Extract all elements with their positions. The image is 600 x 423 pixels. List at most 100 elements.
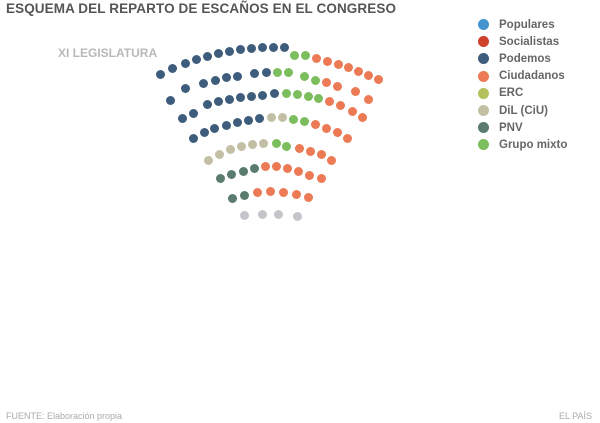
seat-gm xyxy=(299,71,309,81)
seat-po xyxy=(254,113,264,123)
seat-dl xyxy=(203,155,213,165)
legend-label: ERC xyxy=(499,87,524,100)
seat-po xyxy=(180,58,190,68)
seat-dl xyxy=(214,149,224,159)
legend-swatch-icon xyxy=(478,139,489,151)
seat-cs xyxy=(332,81,342,91)
legend-item-pnv: PNV xyxy=(478,119,567,136)
seat-cs xyxy=(333,59,343,69)
seat-po xyxy=(199,127,209,137)
seat-po xyxy=(269,88,279,98)
source-note: FUENTE: Elaboración propia xyxy=(6,411,123,421)
seat-cs xyxy=(321,77,331,87)
legend-label: Populares xyxy=(499,18,555,31)
legend-label: Ciudadanos xyxy=(499,70,565,83)
seat-po xyxy=(213,48,223,58)
seat-gm xyxy=(292,89,302,99)
seat-po xyxy=(202,51,212,61)
seat-dl xyxy=(236,141,246,151)
seat-dl xyxy=(225,144,235,154)
seat-po xyxy=(246,43,256,53)
seat-po xyxy=(246,91,256,101)
seat-dl xyxy=(266,112,276,122)
legend-swatch-icon xyxy=(478,70,489,82)
seat-cs xyxy=(373,74,383,84)
legend-label: Grupo mixto xyxy=(499,138,568,151)
seat-cs xyxy=(305,146,315,156)
seat-cs xyxy=(353,66,363,76)
seat-po xyxy=(188,108,198,118)
seat-po xyxy=(232,71,242,81)
seat-cs xyxy=(294,143,304,153)
legend-swatch-icon xyxy=(478,105,489,117)
legend-item-populares: Populares xyxy=(478,16,567,33)
seat-dl xyxy=(277,112,287,122)
seat-cs xyxy=(278,187,288,197)
legend-swatch-icon xyxy=(478,53,489,65)
seat-pn xyxy=(215,173,225,183)
seat-cs xyxy=(304,170,314,180)
seat-po xyxy=(224,94,234,104)
seat-pn xyxy=(226,169,236,179)
seat-cs xyxy=(363,70,373,80)
seat-po xyxy=(235,44,245,54)
legend-item-grupo-mixto: Grupo mixto xyxy=(478,136,567,153)
seat-gm xyxy=(300,50,310,60)
seat-cs xyxy=(265,186,275,196)
seat-cs xyxy=(332,127,342,137)
seat-pn xyxy=(249,163,259,173)
legend-swatch-icon xyxy=(478,36,489,48)
seat-pn xyxy=(238,166,248,176)
seat-cs xyxy=(357,112,367,122)
seat-cs xyxy=(343,62,353,72)
seat-pn xyxy=(227,193,237,203)
seat-gm xyxy=(299,116,309,126)
seat-po xyxy=(232,117,242,127)
seat-po xyxy=(188,133,198,143)
seat-cs xyxy=(311,53,321,63)
seat-po xyxy=(243,115,253,125)
seat-po xyxy=(177,113,187,123)
seat-cs xyxy=(303,192,313,202)
seat-cs xyxy=(282,163,292,173)
seat-po xyxy=(165,95,175,105)
legend-swatch-icon xyxy=(478,19,489,31)
legend: Populares Socialistas Podemos Ciudadanos… xyxy=(478,16,567,154)
legend-item-podemos: Podemos xyxy=(478,50,567,67)
seat-gv xyxy=(257,209,267,219)
seat-cs xyxy=(316,149,326,159)
seat-po xyxy=(167,63,177,73)
seat-cs xyxy=(324,96,334,106)
seat-pn xyxy=(239,190,249,200)
seat-po xyxy=(235,92,245,102)
seat-cs xyxy=(252,187,262,197)
seat-cs xyxy=(260,161,270,171)
seat-gm xyxy=(271,138,281,148)
seat-gm xyxy=(289,50,299,60)
chart-subtitle: XI LEGISLATURA xyxy=(58,46,158,60)
seat-dl xyxy=(258,138,268,148)
seat-po xyxy=(209,123,219,133)
seat-cs xyxy=(350,86,360,96)
legend-item-dil: DiL (CiU) xyxy=(478,102,567,119)
seat-po xyxy=(268,42,278,52)
legend-swatch-icon xyxy=(478,87,489,99)
seat-cs xyxy=(310,119,320,129)
seat-po xyxy=(180,83,190,93)
seat-gm xyxy=(283,67,293,77)
seat-gv xyxy=(273,209,283,219)
legend-label: DiL (CiU) xyxy=(499,104,548,117)
seat-cs xyxy=(326,155,336,165)
seat-gm xyxy=(281,141,291,151)
seat-cs xyxy=(271,161,281,171)
chart-title: ESQUEMA DEL REPARTO DE ESCAÑOS EN EL CON… xyxy=(6,1,397,16)
seat-po xyxy=(221,120,231,130)
seat-gm xyxy=(272,67,282,77)
seat-gm xyxy=(313,93,323,103)
seat-cs xyxy=(322,56,332,66)
seat-cs xyxy=(342,133,352,143)
legend-swatch-icon xyxy=(478,122,489,134)
legend-item-ciudadanos: Ciudadanos xyxy=(478,68,567,85)
seat-gv xyxy=(239,210,249,220)
